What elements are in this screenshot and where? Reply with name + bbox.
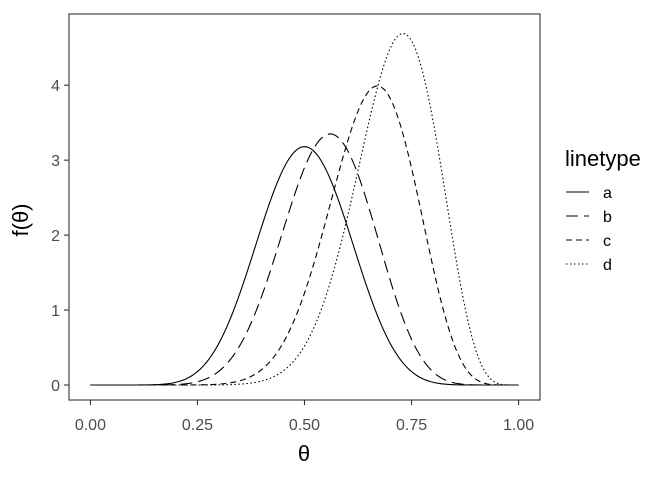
y-tick-label: 2: [51, 228, 60, 245]
series-line-c: [90, 85, 519, 386]
legend-label-d: d: [603, 257, 612, 274]
x-axis-title: θ: [298, 441, 310, 466]
legend-title: linetype: [565, 146, 641, 171]
x-tick-label: 1.00: [503, 417, 534, 434]
legend-label-c: c: [603, 233, 611, 250]
legend-label-b: b: [603, 209, 612, 226]
y-axis-title: f(θ): [8, 204, 33, 237]
x-tick-label: 0.50: [289, 417, 320, 434]
x-tick-label: 0.00: [75, 417, 106, 434]
y-tick-label: 0: [51, 378, 60, 395]
plot-area: 0.00 0.25 0.50 0.75 1.00 0 1 2 3 4: [51, 13, 541, 434]
panel-border: [68, 13, 541, 401]
x-tick-label: 0.75: [396, 417, 427, 434]
y-tick-label: 3: [51, 153, 60, 170]
series-line-a: [90, 146, 519, 386]
legend-label-a: a: [603, 185, 612, 202]
series-line-b: [90, 133, 519, 386]
x-tick-label: 0.25: [182, 417, 213, 434]
series-line-d: [90, 32, 519, 386]
y-tick-label: 1: [51, 303, 60, 320]
y-tick-label: 4: [51, 78, 60, 95]
